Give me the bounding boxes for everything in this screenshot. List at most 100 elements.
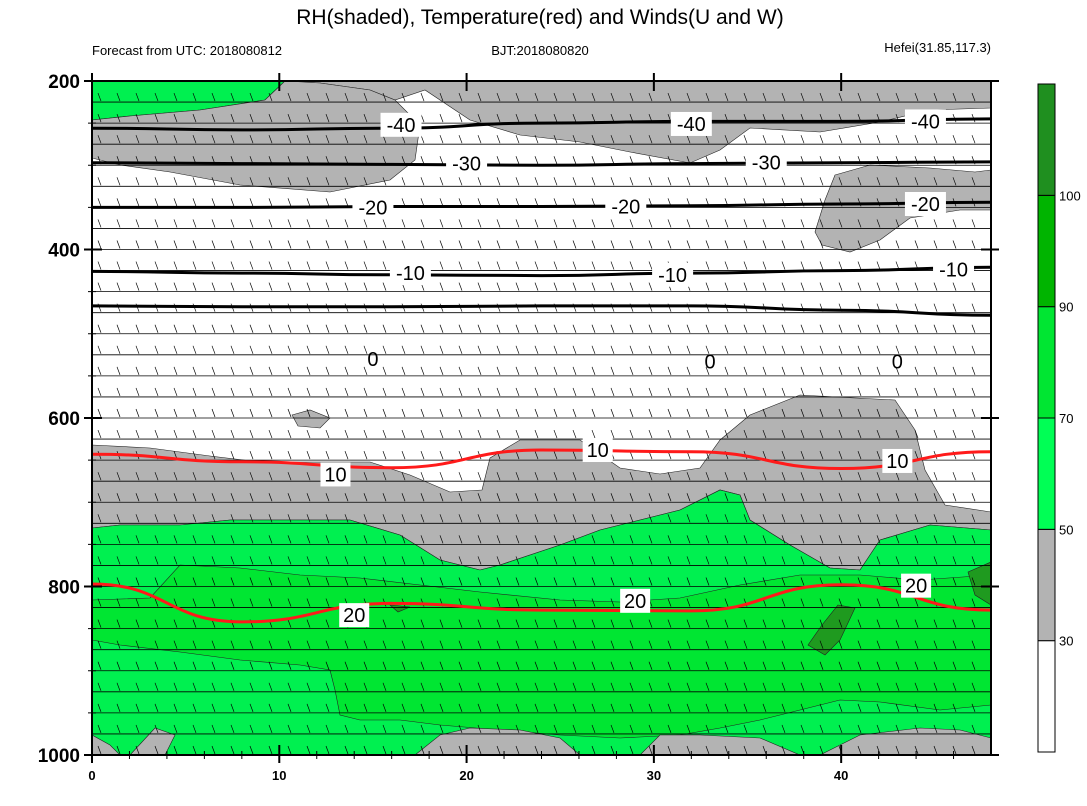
wind-barb (439, 577, 444, 586)
wind-barb (800, 661, 805, 670)
rh-green-mid-lower (92, 564, 991, 739)
wind-barb (819, 324, 824, 333)
wind-barb (345, 72, 348, 80)
wind-barb (971, 366, 976, 375)
wind-barb (230, 261, 235, 270)
wind-barb (249, 114, 254, 123)
wind-barb (173, 493, 178, 502)
wind-barb (230, 135, 235, 144)
contour-label-text: -10 (658, 265, 687, 287)
wind-barb (211, 135, 216, 144)
wind-barb (762, 282, 767, 291)
contour-label-box (582, 438, 613, 463)
wind-barb (496, 261, 501, 270)
wind-barb (154, 282, 159, 291)
wind-barb (667, 472, 672, 481)
wind-barb (173, 598, 178, 607)
wind-barb (515, 745, 520, 755)
wind-barb (420, 514, 425, 523)
wind-barb (686, 387, 691, 397)
temperature-contour-0 (92, 304, 991, 317)
wind-barb (667, 514, 672, 523)
wind-barb (534, 745, 539, 755)
wind-barb (496, 156, 501, 165)
wind-barb (705, 745, 710, 755)
wind-barb (382, 640, 387, 649)
wind-barb (401, 156, 406, 165)
wind-barb (933, 240, 938, 249)
wind-barb (382, 514, 387, 523)
wind-barb (819, 535, 824, 544)
wind-barb (952, 661, 957, 670)
contour-label-text: -30 (752, 153, 781, 175)
wind-barb (439, 619, 444, 628)
wind-barb (743, 429, 748, 439)
wind-barb (686, 556, 691, 565)
wind-barb (230, 324, 235, 333)
wind-barb (838, 429, 843, 439)
wind-barb (401, 408, 406, 418)
wind-barb (249, 661, 254, 670)
wind-barb (306, 114, 311, 123)
wind-barb (363, 724, 368, 734)
wind-barb (762, 451, 767, 460)
wind-barb (344, 345, 349, 354)
wind-barb (553, 261, 558, 270)
wind-barb (686, 472, 691, 481)
wind-barb (744, 72, 747, 80)
wind-barb (401, 514, 406, 523)
wind-barb (838, 640, 843, 649)
wind-barb (173, 177, 178, 186)
wind-barb (439, 177, 444, 186)
wind-barb (952, 619, 957, 628)
wind-barb (515, 114, 520, 123)
wind-barb (496, 724, 501, 734)
wind-barb (667, 177, 672, 186)
wind-barb (211, 92, 216, 102)
wind-barb (781, 408, 786, 418)
wind-barb (420, 219, 425, 228)
wind-barb (838, 451, 843, 460)
contour-label: 0 (892, 352, 903, 374)
wind-barb (306, 493, 311, 502)
wind-barb (439, 282, 444, 291)
wind-barb (116, 114, 121, 123)
wind-barb (192, 661, 197, 670)
contour-label-text: 0 (367, 349, 378, 371)
wind-barb (401, 177, 406, 186)
wind-barb (344, 556, 349, 565)
wind-barb (477, 240, 482, 249)
wind-barb (534, 282, 539, 291)
wind-barb (135, 661, 140, 670)
wind-barb (800, 640, 805, 649)
wind-barb (268, 514, 273, 523)
contour-label-box (620, 588, 651, 613)
wind-barb (858, 72, 861, 80)
y-tick-label: 1000 (38, 746, 80, 767)
wind-barb (553, 745, 558, 755)
wind-barb (629, 408, 634, 418)
wind-barb (249, 556, 254, 565)
wind-barb (477, 92, 482, 102)
wind-barb (496, 514, 501, 523)
wind-barb (553, 577, 558, 586)
wind-barb (268, 493, 273, 502)
wind-barb (306, 451, 311, 460)
wind-barb (724, 135, 729, 144)
contour-labels: -40 -40 -40 -30 -30 -20 -20 -20 -10 -10 -10 0 0 0 10 10… (320, 109, 975, 628)
wind-barb (781, 345, 786, 354)
wind-barb (135, 640, 140, 649)
wind-barb (477, 387, 482, 397)
wind-barb (154, 535, 159, 544)
contour-label-text: 20 (624, 591, 646, 613)
wind-barb (211, 451, 216, 460)
rh-gray-bottom-corner (819, 727, 991, 755)
wind-barb (838, 556, 843, 565)
wind-barb (116, 661, 121, 670)
wind-barb (648, 535, 653, 544)
wind-barb (268, 177, 273, 186)
wind-barb (781, 135, 786, 144)
wind-barb (192, 514, 197, 523)
wind-barb (211, 219, 216, 228)
wind-barb (610, 703, 615, 712)
